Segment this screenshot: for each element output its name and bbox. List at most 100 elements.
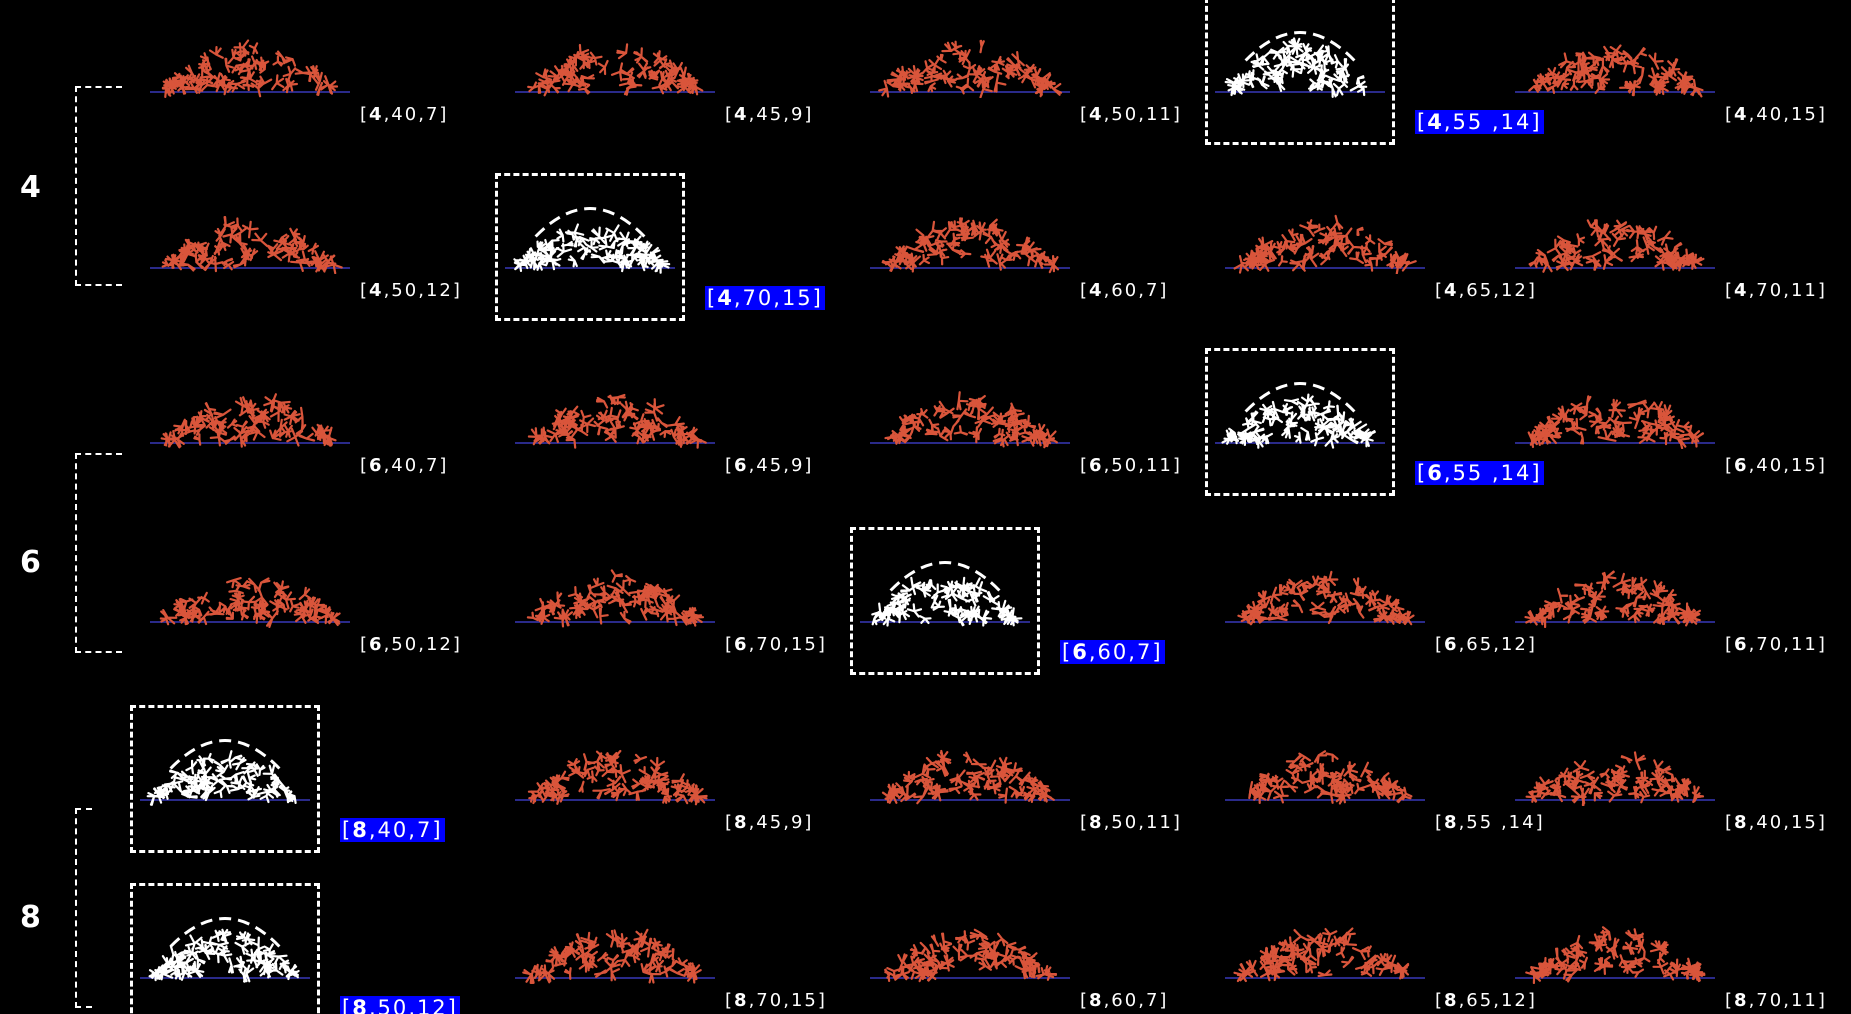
pile-particle	[235, 420, 248, 434]
cell-label-punct: [	[725, 990, 735, 1011]
pile-particle	[295, 250, 313, 267]
pile-particle	[187, 610, 202, 622]
cell-label: [8,60,7]	[1080, 990, 1168, 1011]
pile-particle	[214, 78, 229, 92]
cell-label-c: 15	[1790, 104, 1818, 125]
pile-particle	[1608, 51, 1621, 69]
pile-particle	[1305, 245, 1315, 259]
pile-particle	[530, 427, 545, 441]
pile-particle	[1619, 601, 1636, 615]
pile-particle	[997, 599, 1013, 619]
pile-particle	[1649, 769, 1664, 781]
pile-particle	[1538, 963, 1548, 971]
pile-particle	[954, 576, 973, 597]
cell-label-a: 8	[1734, 990, 1749, 1011]
pile-particle	[549, 599, 562, 612]
pile-particle	[608, 253, 624, 264]
pile-particle	[1679, 424, 1699, 443]
pile-particle	[1048, 257, 1060, 273]
pile-particle	[1289, 53, 1308, 70]
pile-particle	[201, 785, 214, 799]
pile-particle	[963, 751, 972, 764]
pile-particle	[1560, 408, 1570, 421]
pile-particle	[1018, 425, 1033, 436]
pile-particle	[578, 956, 595, 973]
cell-label-b: 55	[1466, 812, 1501, 833]
cell-label-punct: ,	[1138, 280, 1146, 301]
pile-particle	[255, 952, 265, 966]
pile-particle	[1590, 219, 1600, 238]
envelope-arc	[534, 207, 646, 238]
pile-particle	[298, 586, 312, 601]
pile-particle	[228, 957, 234, 974]
pile-particle	[996, 762, 1007, 775]
pile-particle	[1297, 404, 1307, 422]
pile-particle	[1654, 255, 1670, 271]
cell-label-b: 65	[1466, 634, 1494, 655]
pile-particle	[1297, 759, 1314, 770]
cell-label-punct: ,	[1103, 990, 1112, 1011]
pile-particle	[1569, 78, 1579, 91]
pile-particle	[640, 607, 649, 621]
cell-label-c: 15	[781, 286, 813, 310]
pile-particle	[1313, 223, 1326, 234]
pile-particle	[670, 61, 683, 80]
pile-particle	[572, 43, 590, 61]
pile-particle	[1389, 962, 1404, 972]
cell-label-c: 11	[1790, 280, 1818, 301]
cell-label-c: 15	[790, 990, 818, 1011]
cell-label-punct: ,	[418, 455, 426, 476]
pile-particle	[246, 418, 261, 434]
pile-particle	[1252, 608, 1265, 619]
pile-particle	[944, 221, 959, 238]
pile-particle	[276, 590, 286, 600]
pile-particle	[150, 964, 167, 980]
pile-particle	[1675, 780, 1687, 795]
cell-label-punct: ,	[1103, 455, 1112, 476]
cell-label-b: 40	[1756, 812, 1784, 833]
pile-particle	[963, 779, 973, 795]
pile-particle	[1009, 429, 1019, 447]
pile-particle	[1657, 407, 1665, 424]
pile-particle	[586, 770, 598, 784]
pile-particle	[1648, 72, 1660, 85]
pile-particle	[229, 602, 244, 612]
pile-particle	[932, 227, 947, 241]
pile-particle	[187, 775, 197, 787]
pile-particle	[213, 408, 232, 420]
pile-particle	[1034, 253, 1045, 268]
pile-particle	[1579, 786, 1590, 806]
pile-particle	[1290, 38, 1303, 48]
cell-label: [6,70,11]	[1725, 634, 1827, 655]
pile-particle	[1288, 228, 1299, 242]
pile-particle	[1261, 243, 1275, 262]
pile-particle	[601, 764, 615, 778]
pile-particle	[1666, 608, 1681, 625]
pile-particle	[1618, 954, 1629, 967]
pile-particle	[686, 606, 703, 624]
pile-particle	[1292, 929, 1310, 944]
pile-particle	[1288, 62, 1302, 78]
pile-particle	[1320, 414, 1339, 427]
cell-label-punct: ,	[1748, 634, 1757, 655]
selection-frame	[130, 883, 320, 1014]
pile-particle	[1624, 957, 1644, 970]
pile-particle	[980, 413, 997, 423]
pile-particle	[971, 608, 987, 621]
pile-particle	[1542, 957, 1555, 974]
pile-particle	[1369, 253, 1384, 267]
pile-particle	[1635, 225, 1645, 240]
pile-particle	[609, 963, 620, 982]
pile-particle	[975, 400, 980, 421]
pile-particle	[1390, 782, 1407, 792]
pile-particle	[1270, 46, 1287, 60]
pile-particle	[1632, 968, 1645, 978]
pile-particle	[1290, 243, 1303, 255]
pile-particle	[995, 932, 1009, 947]
pile-particle	[551, 781, 561, 789]
pile-particle	[633, 928, 649, 948]
cell-label-a: 6	[369, 634, 384, 655]
cell-label-c: 7	[416, 818, 433, 842]
pile-particle	[1648, 52, 1664, 70]
pile-particle	[592, 788, 611, 800]
